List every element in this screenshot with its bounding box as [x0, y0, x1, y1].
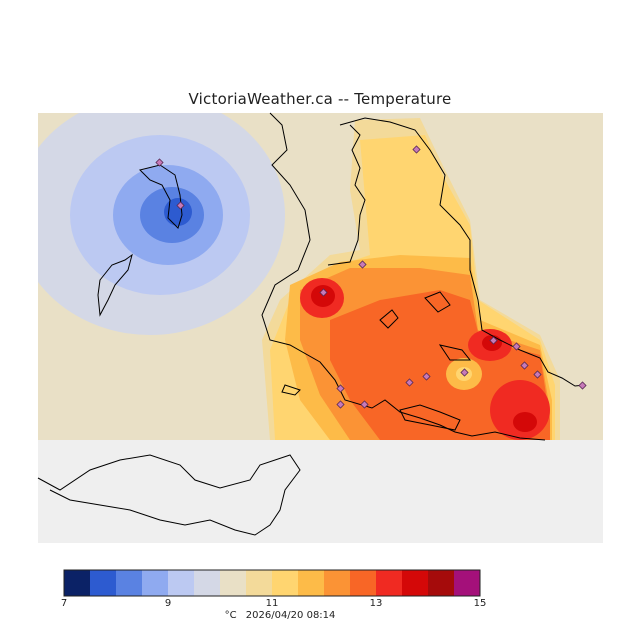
colorbar-tick-label: 9: [164, 598, 172, 609]
colorbar-swatch: [454, 570, 481, 596]
colorbar-tick-label: 15: [473, 598, 487, 609]
colorbar-swatch: [142, 570, 169, 596]
timestamp: 2026/04/20 08:14: [245, 610, 336, 621]
station-marker: [336, 400, 345, 409]
colorbar-swatch: [298, 570, 325, 596]
station-marker: [336, 384, 345, 393]
station-marker: [422, 372, 431, 381]
station-marker: [358, 260, 367, 269]
colorbar-swatch: [116, 570, 143, 596]
station-marker: [533, 370, 542, 379]
station-marker: [520, 361, 529, 370]
colorbar-tick-label: 13: [369, 598, 383, 609]
colorbar-swatch: [402, 570, 429, 596]
colorbar-swatch: [272, 570, 299, 596]
station-marker: [412, 145, 421, 154]
station-marker: [360, 400, 369, 409]
colorbar-swatch: [350, 570, 377, 596]
colorbar-swatch: [220, 570, 247, 596]
coastlines: [37, 112, 586, 536]
map-title: VictoriaWeather.ca -- Temperature: [188, 90, 452, 108]
colorbar-swatch: [64, 570, 91, 596]
station-marker: [578, 381, 587, 390]
station-marker: [512, 342, 521, 351]
station-marker: [405, 378, 414, 387]
colorbar-swatch: [246, 570, 273, 596]
station-markers: [155, 145, 587, 409]
colorbar-swatch: [428, 570, 455, 596]
colorbar-swatches: [64, 570, 481, 596]
unit-label: °C: [224, 610, 237, 621]
station-marker: [319, 288, 328, 297]
colorbar-swatch: [90, 570, 117, 596]
colorbar-swatch: [376, 570, 403, 596]
colorbar-tick-label: 11: [265, 598, 279, 609]
colorbar-swatch: [324, 570, 351, 596]
station-marker: [460, 368, 469, 377]
station-marker: [489, 336, 498, 345]
station-marker: [155, 158, 164, 167]
colorbar-swatch: [194, 570, 221, 596]
colorbar-tick-label: 7: [60, 598, 68, 609]
station-marker: [176, 201, 185, 210]
colorbar-border: [63, 569, 481, 597]
colorbar-swatch: [168, 570, 195, 596]
footer: °C 2026/04/20 08:14: [0, 610, 560, 621]
